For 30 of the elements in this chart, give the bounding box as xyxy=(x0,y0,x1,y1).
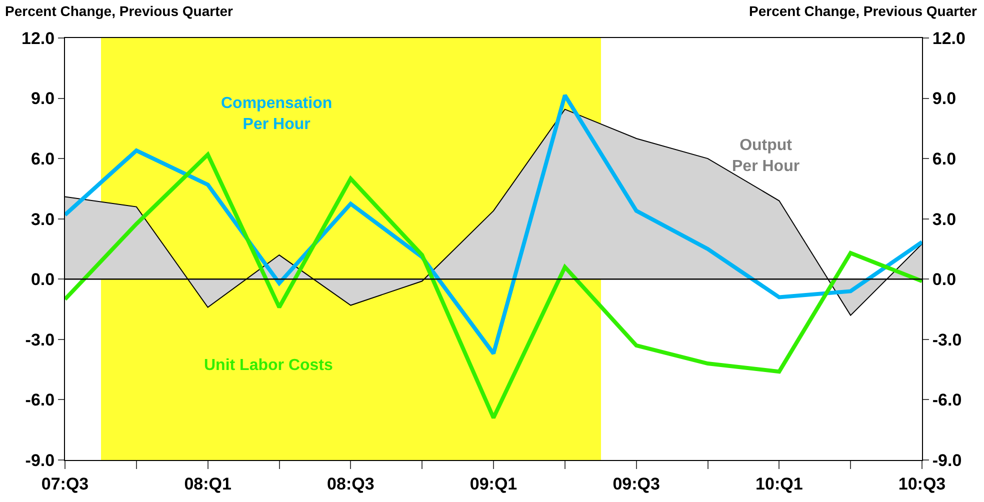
y2-axis-title: Percent Change, Previous Quarter xyxy=(749,3,978,19)
x-tick-label: 07:Q3 xyxy=(41,474,89,494)
y2-tick-label: -6.0 xyxy=(932,390,962,410)
text: Unit Labor Costs xyxy=(204,357,333,374)
y2-tick-label: 3.0 xyxy=(932,210,956,229)
y2-tick-label: 6.0 xyxy=(932,150,956,169)
y-tick-label: -3.0 xyxy=(25,330,55,350)
x-tick-label: 09:Q3 xyxy=(612,474,660,494)
x-tick-label: 08:Q1 xyxy=(184,474,232,494)
line-series xyxy=(65,152,922,420)
text: Compensation Per Hour xyxy=(221,95,332,133)
y2-tick-label: -9.0 xyxy=(932,450,962,470)
x-tick-label: 10:Q1 xyxy=(756,474,803,494)
y-tick-label: 3.0 xyxy=(30,210,55,229)
x-tick-label: 08:Q3 xyxy=(327,474,374,494)
y-tick-label: 0.0 xyxy=(30,270,55,290)
y2-tick-label: 12.0 xyxy=(932,28,966,48)
y2-tick-label: -3.0 xyxy=(932,330,962,350)
y-tick-label: 12.0 xyxy=(22,28,55,48)
x-tick-label: 09:Q1 xyxy=(470,474,518,494)
y2-tick-label: 9.0 xyxy=(932,89,956,108)
y-axis-title: Percent Change, Previous Quarter xyxy=(5,3,234,19)
y-tick-label: -9.0 xyxy=(25,450,55,470)
y2-tick-label: 0.0 xyxy=(932,270,956,290)
y-tick-label: 6.0 xyxy=(30,150,55,169)
line-series xyxy=(65,93,922,356)
y-tick-label: 9.0 xyxy=(30,89,55,108)
x-tick-label: 10:Q3 xyxy=(898,474,946,494)
series-label: Output Per Hour xyxy=(732,137,800,175)
y-tick-label: -6.0 xyxy=(25,390,55,410)
